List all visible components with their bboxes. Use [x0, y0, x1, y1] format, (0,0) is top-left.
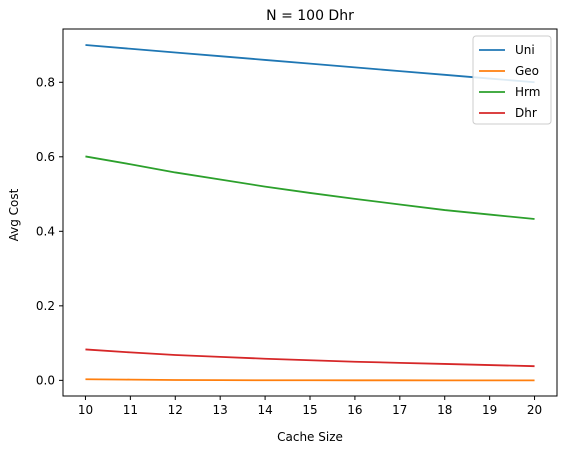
legend: Uni Geo Hrm Dhr	[472, 35, 552, 125]
y-tick-label: 0.2	[36, 299, 55, 313]
y-tick-label: 0.6	[36, 150, 55, 164]
series-line-uni	[85, 44, 535, 84]
legend-label-dhr: Dhr	[515, 106, 537, 120]
legend-label-geo: Geo	[515, 64, 539, 78]
x-tick-label: 14	[257, 403, 272, 417]
x-tick-label: 20	[527, 403, 542, 417]
legend-box	[472, 35, 552, 125]
x-tick-label: 15	[302, 403, 317, 417]
x-tick-label: 19	[482, 403, 497, 417]
x-tick-label: 11	[123, 403, 138, 417]
y-tick-label: 0.0	[36, 373, 55, 387]
series-line-dhr	[85, 348, 535, 368]
x-tick-label: 13	[213, 403, 228, 417]
x-tick-label: 10	[78, 403, 93, 417]
series-line-hrm	[85, 155, 535, 220]
x-tick-label: 18	[437, 403, 452, 417]
legend-label-uni: Uni	[515, 43, 535, 57]
series-line-geo	[85, 378, 535, 382]
x-tick-label: 17	[392, 403, 407, 417]
y-tick-label: 0.4	[36, 224, 55, 238]
x-tick-label: 16	[347, 403, 362, 417]
x-axis-label: Cache Size	[277, 430, 343, 444]
y-axis-label: Avg Cost	[7, 188, 21, 241]
x-tick-label: 12	[168, 403, 183, 417]
chart-title: N = 100 Dhr	[266, 8, 354, 24]
y-tick-label: 0.8	[36, 75, 55, 89]
legend-label-hrm: Hrm	[515, 85, 540, 99]
